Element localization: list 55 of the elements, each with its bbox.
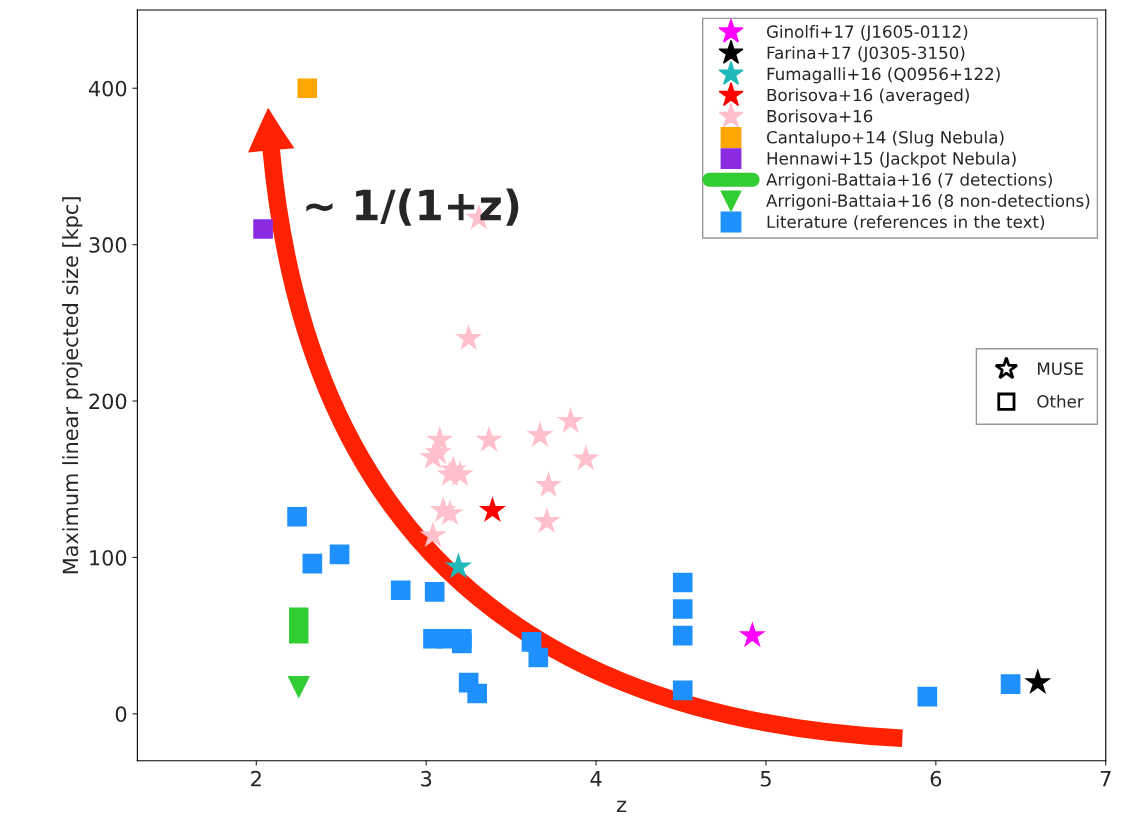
x-tick-label: 3 [421,770,432,787]
x-tick-label: 5 [760,771,771,787]
point [1000,674,1021,694]
point [672,572,693,593]
point [557,407,585,433]
point [467,683,487,704]
point [452,633,472,654]
point [672,625,693,646]
x-axis-title: z [616,800,627,813]
legend-label: Arrigoni-Battaia+16 (7 detections) [766,172,1052,190]
legend-label: Borisova+16 (averaged) [767,88,969,105]
annotation: ~ 1/(1+z) [306,188,519,226]
point [738,621,766,648]
y-tick-label: 200 [89,393,127,410]
x-tick-label: 7 [1100,771,1111,787]
legend-label: Arrigoni-Battaia+16 (8 non-detections) [766,194,1090,211]
point [444,552,472,579]
point [533,507,561,533]
point [287,676,310,699]
point [572,444,600,471]
legend-label: Cantalupo+14 (Slug Nebula) [766,130,1004,147]
point [329,544,350,565]
legend-label: Ginolfi+17 (J1605-0112) [766,25,968,42]
point [419,521,447,548]
x-tick-label: 2 [251,770,261,787]
point [475,425,503,452]
x-tick-label: 4 [590,771,602,787]
y-tick-label: 0 [115,706,127,723]
point [478,496,506,523]
legend-label: Borisova+16 [767,109,873,123]
point [534,471,563,498]
y-tick-label: 300 [89,237,127,253]
point [429,496,457,523]
point [287,506,307,527]
point [526,421,554,447]
legend-label: Hennawi+15 (Jackpot Nebula) [767,151,1016,168]
point [455,324,483,350]
point [424,582,445,602]
point [390,580,411,601]
point [528,647,549,668]
x-tick-label: 6 [930,770,942,787]
point [302,553,323,574]
point [1024,668,1052,695]
point [917,686,938,707]
y-tick-label: 100 [90,549,127,566]
annotation: MUSE [1038,362,1083,375]
legend-label: Literature (references in the text) [767,215,1045,231]
point [672,599,693,619]
legend-label: Fumagalli+16 (Q0956+122) [767,67,1000,84]
annotation: Other [1037,394,1084,408]
point [419,443,447,469]
y-axis-title: Maximum linear projected size [kpc] [62,197,83,574]
y-tick-label: 400 [88,80,127,97]
legend-label: Farina+17 (J0305-3150) [767,46,965,63]
point [672,680,693,701]
